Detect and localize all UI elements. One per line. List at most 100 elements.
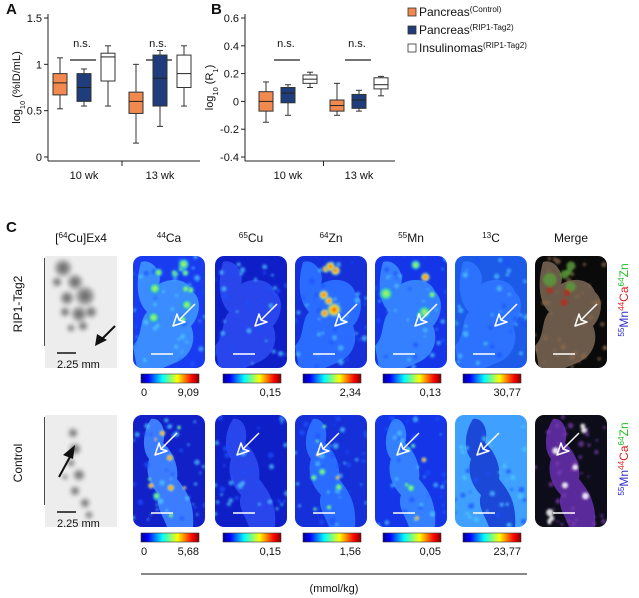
texture-speck — [423, 335, 427, 338]
tissue-region — [143, 418, 194, 527]
colorbar-min: 0 — [141, 546, 147, 558]
signal-spot — [543, 272, 557, 287]
texture-speck — [490, 313, 494, 317]
texture-speck — [271, 273, 274, 277]
pet-arrow-head — [95, 334, 107, 346]
texture-speck — [361, 459, 366, 464]
box-pancreas-rip1-tag2- — [280, 84, 296, 116]
column-header: Merge — [554, 231, 588, 245]
arrow-shaft — [500, 303, 518, 321]
texture-speck — [514, 322, 518, 326]
texture-speck — [185, 340, 189, 344]
texture-speck — [187, 443, 190, 446]
pet-spot — [52, 277, 62, 287]
texture-speck — [555, 355, 559, 358]
texture-speck — [423, 256, 426, 259]
legend-label: Insulinomas(RIP1-Tag2) — [419, 41, 527, 56]
legend-swatch — [407, 43, 417, 53]
arrow-icon — [476, 432, 500, 456]
texture-speck — [195, 280, 200, 284]
colorbar-max-part: 0,13 — [420, 387, 441, 399]
texture-speck — [375, 418, 377, 422]
texture-speck — [284, 490, 287, 497]
signal-spot — [149, 282, 161, 295]
texture-speck — [143, 270, 149, 276]
texture-speck — [441, 267, 444, 271]
texture-speck — [384, 427, 389, 431]
texture-speck — [475, 360, 481, 366]
signal-spot — [582, 492, 589, 500]
texture-speck — [570, 364, 574, 368]
texture-speck — [228, 498, 234, 503]
row-label: RIP1-Tag2 — [11, 275, 25, 332]
image-clip — [535, 256, 607, 368]
column-header-part: 13 — [482, 231, 492, 240]
scale-label: 2.25 mm — [57, 359, 100, 371]
texture-speck — [440, 319, 445, 324]
texture-speck — [280, 415, 286, 421]
arrow-icon — [172, 303, 196, 327]
texture-speck — [474, 258, 480, 264]
texture-speck — [398, 274, 403, 278]
arrow-head — [556, 442, 570, 456]
tissue-texture — [133, 418, 205, 521]
signal-spot — [147, 477, 152, 482]
signal-spot — [334, 483, 343, 491]
y-tick-label-part: 1 — [36, 59, 42, 71]
texture-speck — [317, 317, 321, 321]
signal-spot — [327, 302, 342, 317]
texture-speck — [164, 418, 169, 423]
y-axis-label-part: log — [11, 109, 23, 124]
pet-spot — [73, 469, 85, 481]
texture-speck — [258, 325, 263, 330]
pet-arrow-shaft — [100, 325, 116, 341]
texture-speck — [321, 465, 325, 468]
y-tick-label: 0 — [233, 96, 239, 108]
texture-speck — [280, 421, 283, 424]
y-tick-label: 0 — [36, 152, 42, 164]
significance-label: n.s. — [149, 38, 167, 50]
texture-speck — [397, 436, 401, 441]
column-header-part: 64 — [58, 231, 68, 240]
signal-spot — [167, 484, 175, 492]
signal-spot — [176, 425, 182, 430]
texture-speck — [189, 360, 196, 367]
texture-speck — [240, 480, 246, 486]
texture-speck — [326, 490, 330, 494]
boxplot-a: 0 0.5 1 1.5 log10 (%ID/mL) 10 wk n.s. 13 wk n.s. — [11, 13, 200, 182]
texture-speck — [328, 444, 332, 448]
texture-speck — [600, 322, 605, 327]
row-label-part: RIP1-Tag2 — [11, 275, 25, 332]
y-tick-label: 0.6 — [224, 13, 239, 25]
box-pancreas-control- — [258, 81, 274, 123]
arrow-shaft — [420, 303, 438, 321]
texture-speck — [510, 474, 516, 481]
texture-speck — [552, 257, 557, 262]
texture-speck — [329, 340, 334, 345]
pet-spot — [80, 498, 90, 508]
texture-speck — [520, 321, 527, 327]
texture-speck — [246, 328, 252, 334]
tile-3 — [295, 415, 367, 527]
texture-speck — [574, 361, 577, 364]
arrow-icon — [494, 303, 518, 327]
texture-speck — [413, 354, 418, 359]
pet-image — [45, 415, 117, 527]
signal-spots — [379, 260, 436, 319]
signal-spot — [310, 474, 318, 481]
signal-spot — [580, 423, 586, 429]
scale-label-part: 2.25 mm — [57, 518, 100, 530]
texture-speck — [155, 508, 159, 511]
texture-speck — [339, 496, 342, 499]
arrow-icon — [334, 303, 358, 327]
texture-speck — [308, 278, 315, 285]
texture-speck — [486, 472, 490, 476]
image-clip — [215, 256, 287, 368]
texture-speck — [535, 347, 539, 352]
column-header-part: 65 — [239, 231, 249, 240]
texture-speck — [519, 313, 523, 317]
texture-speck — [499, 310, 502, 313]
texture-speck — [394, 477, 399, 481]
texture-speck — [235, 310, 239, 313]
texture-speck — [242, 364, 247, 368]
